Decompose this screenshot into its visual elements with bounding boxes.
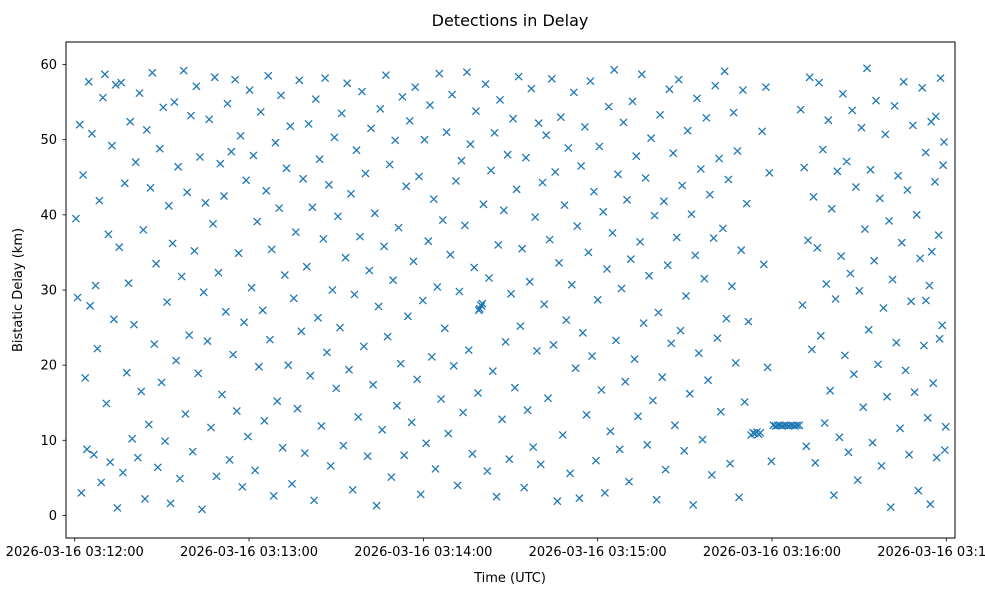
- y-tick-label: 40: [40, 208, 57, 223]
- x-tick-label: 2026-03-16 03:12:00: [6, 545, 144, 560]
- y-tick-label: 30: [40, 284, 57, 299]
- y-axis-label: Bistatic Delay (km): [11, 228, 26, 352]
- y-tick-label: 50: [40, 133, 57, 148]
- chart-title: Detections in Delay: [432, 11, 589, 30]
- scatter-points: [72, 64, 950, 514]
- x-axis-ticks: 2026-03-16 03:12:00 2026-03-16 03:13:00 20…: [6, 538, 985, 560]
- y-tick-label: 60: [40, 58, 57, 73]
- y-tick-label: 0: [49, 509, 57, 524]
- y-axis-ticks: 0 10 20 30 40 50 60: [40, 58, 66, 524]
- x-tick-label: 2026-03-16 03:14:00: [354, 545, 492, 560]
- x-tick-label: 2026-03-16 03:13:00: [180, 545, 318, 560]
- x-tick-label: 2026-03-16 03:17:00: [877, 545, 985, 560]
- y-tick-label: 20: [40, 359, 57, 374]
- x-tick-label: 2026-03-16 03:15:00: [529, 545, 667, 560]
- x-tick-label: 2026-03-16 03:16:00: [703, 545, 841, 560]
- y-tick-label: 10: [40, 434, 57, 449]
- x-axis-label: Time (UTC): [473, 571, 546, 586]
